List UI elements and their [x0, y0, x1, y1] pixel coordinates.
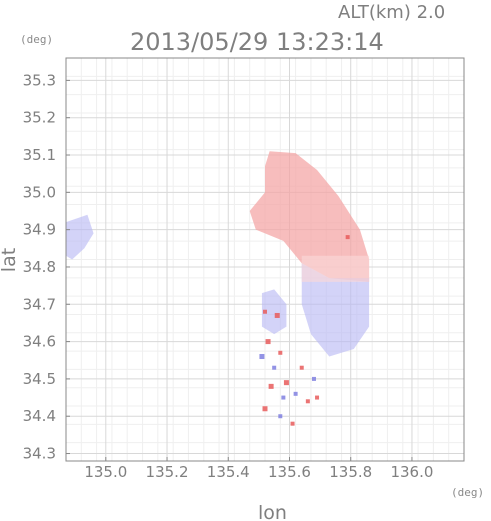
echo-cell — [272, 365, 277, 370]
y-tick-label: 34.4 — [23, 407, 56, 425]
echo-cell — [281, 395, 286, 400]
echo-cell-layer — [259, 235, 350, 426]
echo-cell — [290, 421, 295, 426]
y-tick-label: 34.5 — [23, 370, 56, 388]
y-tick-label: 34.6 — [23, 333, 56, 351]
x-tick-label: 135.4 — [207, 463, 250, 481]
north-main-echo — [249, 151, 370, 282]
x-tick-label: 135.6 — [268, 463, 311, 481]
south-main-echo — [301, 263, 370, 357]
central-patch — [261, 289, 287, 335]
echo-cell — [299, 365, 304, 370]
transition-band — [301, 255, 370, 282]
echo-cell — [283, 380, 289, 386]
axis-layer: 135.0 135.2 135.4 135.6 135.8 136.0 34.3 34.4 34… — [23, 57, 465, 481]
echo-region-layer — [66, 151, 370, 357]
y-tick-label: 34.7 — [23, 295, 56, 313]
x-axis-label: lon — [258, 502, 287, 521]
west-edge-echo — [66, 214, 94, 260]
echo-cell — [315, 395, 320, 400]
x-axis-unit: (deg) — [451, 486, 484, 499]
echo-cell — [305, 399, 310, 404]
y-tick-label: 35.2 — [23, 109, 56, 127]
echo-cell — [263, 309, 267, 314]
echo-cell — [278, 350, 283, 355]
x-tick-label: 135.8 — [329, 463, 372, 481]
y-axis-label: lat — [0, 248, 20, 272]
chart-title: 2013/05/29 13:23:14 — [130, 28, 384, 56]
echo-cell — [274, 312, 280, 318]
x-tick-label: 135.2 — [146, 463, 189, 481]
y-tick-label: 35.1 — [23, 146, 56, 164]
echo-cell — [268, 383, 274, 389]
echo-cell — [311, 376, 316, 381]
y-axis-unit: (deg) — [20, 33, 53, 46]
echo-cell — [293, 391, 298, 396]
y-tick-label: 35.3 — [23, 71, 56, 89]
y-tick-label: 34.9 — [23, 221, 56, 239]
x-tick-label: 135.0 — [84, 463, 127, 481]
y-tick-label: 35.0 — [23, 183, 56, 201]
y-tick-label: 34.8 — [23, 258, 56, 276]
grid-layer — [65, 57, 465, 462]
echo-cell — [259, 354, 265, 360]
echo-cell — [345, 235, 350, 240]
x-tick-label: 136.0 — [390, 463, 433, 481]
echo-cell — [262, 406, 268, 412]
echo-cell — [278, 414, 283, 419]
chart-subtitle: ALT(km) 2.0 — [338, 2, 445, 23]
plot-frame — [65, 57, 465, 462]
y-tick-label: 34.3 — [23, 445, 56, 463]
echo-cell — [265, 339, 271, 345]
